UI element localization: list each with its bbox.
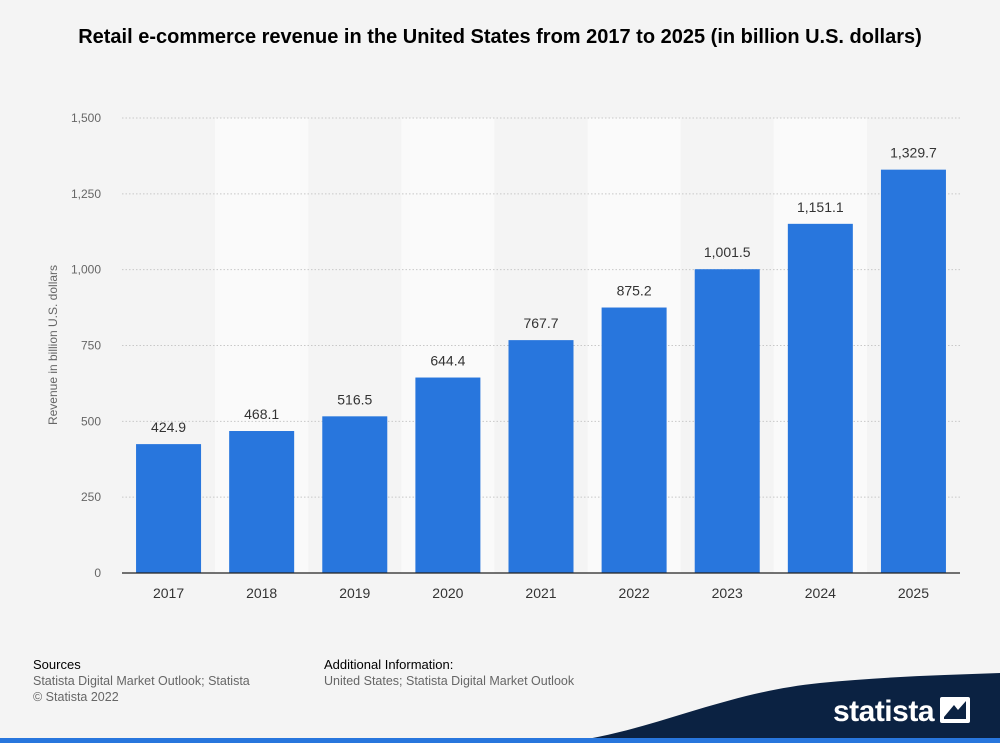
value-labels: 424.9 468.1 516.5 644.4 767.7 875.2 1,001.5 1,1… [151, 145, 937, 435]
bar [508, 340, 574, 573]
x-tick-label: 2025 [898, 585, 929, 601]
copyright-text: © Statista 2022 [33, 690, 119, 704]
brand-band [0, 673, 1000, 743]
y-tick-label: 0 [94, 566, 101, 580]
statista-logo[interactable]: statista [833, 695, 970, 729]
y-tick-label: 750 [81, 339, 101, 353]
y-tick-label: 250 [81, 490, 101, 504]
sources-heading: Sources [33, 657, 81, 672]
bar-value-label: 644.4 [430, 353, 465, 369]
y-axis-label: Revenue in billion U.S. dollars [46, 265, 60, 425]
x-tick-label: 2023 [712, 585, 743, 601]
bar [694, 269, 760, 573]
chart-title: Retail e-commerce revenue in the United … [78, 26, 922, 48]
bar-chart: 0 250 500 750 1,000 1,250 1,500 424.9 468.1 516.… [46, 111, 960, 601]
x-tick-label: 2018 [246, 585, 277, 601]
bar-value-label: 516.5 [337, 391, 372, 407]
x-tick-label: 2019 [339, 585, 370, 601]
x-tick-label: 2022 [619, 585, 650, 601]
additional-info-section: Additional Information: United States; S… [324, 657, 574, 689]
bar-value-label: 468.1 [244, 406, 279, 422]
bar [880, 169, 946, 574]
y-tick-label: 500 [81, 414, 101, 428]
additional-info-heading: Additional Information: [324, 657, 454, 672]
statista-flag-icon [940, 696, 970, 728]
bar-value-label: 1,151.1 [797, 199, 844, 215]
bar-value-label: 424.9 [151, 419, 186, 435]
bar [229, 431, 295, 573]
bar [787, 223, 853, 573]
y-tick-label: 1,500 [71, 111, 101, 125]
sources-text: Statista Digital Market Outlook; Statist… [33, 674, 250, 688]
bar [601, 307, 667, 573]
bar [136, 444, 202, 573]
bar [322, 416, 388, 573]
additional-info-text: United States; Statista Digital Market O… [324, 674, 575, 688]
brand-name: statista [832, 695, 935, 728]
y-tick-label: 1,250 [71, 187, 101, 201]
bars [136, 169, 946, 574]
y-tick-label: 1,000 [71, 263, 101, 277]
bar-value-label: 875.2 [617, 283, 652, 299]
x-axis-ticks: 2017 2018 2019 2020 2021 2022 2023 2024 2025 [153, 585, 929, 601]
sources-section: Sources Statista Digital Market Outlook;… [33, 657, 250, 705]
bar [415, 377, 481, 573]
x-tick-label: 2024 [805, 585, 836, 601]
x-tick-label: 2020 [432, 585, 463, 601]
x-tick-label: 2021 [525, 585, 556, 601]
y-axis-ticks: 0 250 500 750 1,000 1,250 1,500 [71, 111, 101, 580]
bar-value-label: 1,329.7 [890, 145, 937, 161]
bar-value-label: 767.7 [523, 315, 558, 331]
bar-value-label: 1,001.5 [704, 244, 751, 260]
x-tick-label: 2017 [153, 585, 184, 601]
